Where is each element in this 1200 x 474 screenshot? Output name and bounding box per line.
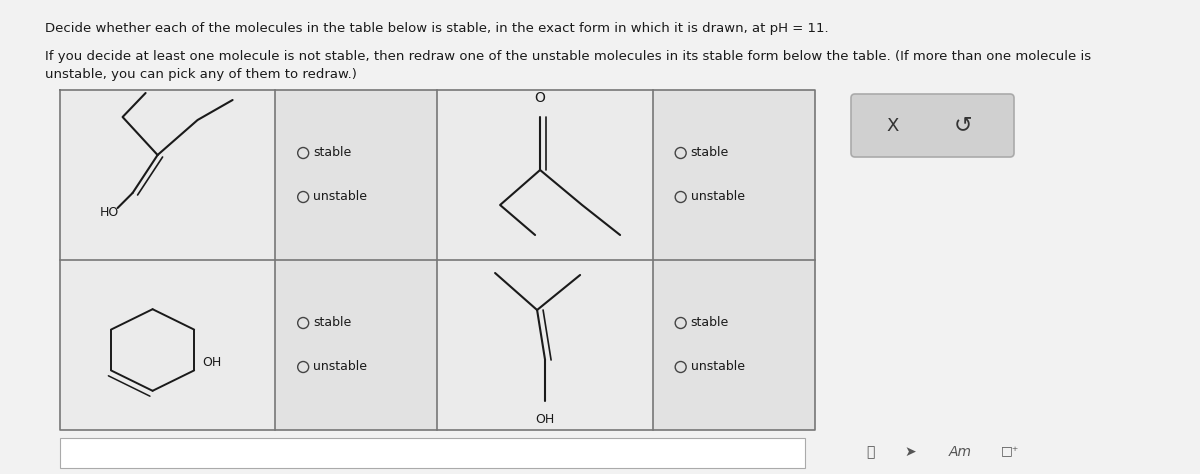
Text: Am: Am — [948, 445, 972, 459]
Text: stable: stable — [691, 317, 728, 329]
Text: □⁺: □⁺ — [1001, 446, 1019, 458]
Text: ↺: ↺ — [954, 116, 972, 136]
Text: HO: HO — [100, 207, 119, 219]
Text: stable: stable — [691, 146, 728, 159]
Polygon shape — [275, 90, 438, 260]
Polygon shape — [653, 260, 815, 430]
Text: stable: stable — [313, 146, 352, 159]
FancyBboxPatch shape — [851, 94, 1014, 157]
Text: ➤: ➤ — [904, 445, 916, 459]
Polygon shape — [275, 260, 438, 430]
Polygon shape — [438, 260, 653, 430]
Text: OH: OH — [535, 413, 554, 426]
Polygon shape — [438, 90, 653, 260]
Polygon shape — [60, 260, 275, 430]
Polygon shape — [60, 90, 275, 260]
Text: unstable: unstable — [691, 191, 745, 203]
Text: X: X — [887, 117, 899, 135]
Text: unstable: unstable — [313, 191, 367, 203]
Text: If you decide at least one molecule is not stable, then redraw one of the unstab: If you decide at least one molecule is n… — [46, 50, 1091, 63]
Text: Decide whether each of the molecules in the table below is stable, in the exact : Decide whether each of the molecules in … — [46, 22, 829, 35]
Text: unstable, you can pick any of them to redraw.): unstable, you can pick any of them to re… — [46, 68, 356, 81]
Text: O: O — [535, 91, 546, 105]
Text: 🖉: 🖉 — [866, 445, 874, 459]
Polygon shape — [653, 90, 815, 260]
Polygon shape — [60, 438, 805, 468]
Text: unstable: unstable — [313, 361, 367, 374]
Text: stable: stable — [313, 317, 352, 329]
Text: unstable: unstable — [691, 361, 745, 374]
Text: OH: OH — [202, 356, 222, 369]
